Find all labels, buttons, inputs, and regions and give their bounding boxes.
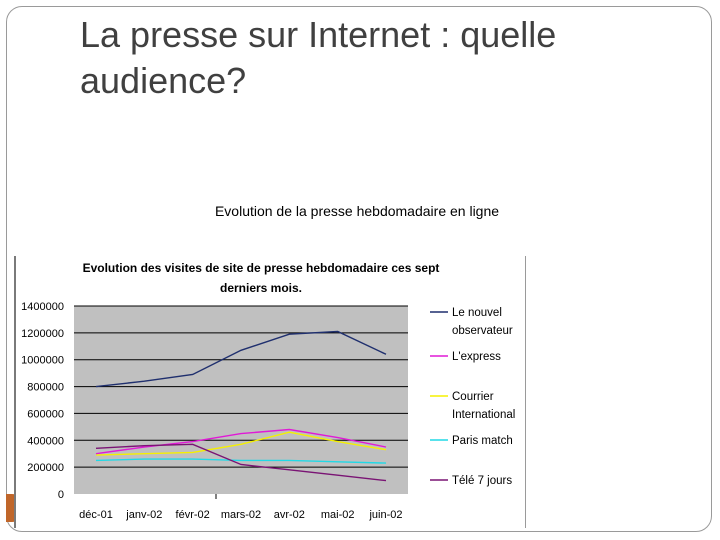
y-tick-label: 1200000 (21, 328, 64, 340)
x-tick-label: avr-02 (274, 509, 305, 521)
series-line-4 (95, 443, 387, 482)
plot-area (74, 306, 408, 494)
y-tick-label: 600000 (27, 408, 64, 420)
legend-label-0: observateur (452, 325, 513, 337)
slide-title: La presse sur Internet : quelle audience… (80, 14, 557, 101)
chart-subtitle-text: Evolution de la presse hebdomadaire en l… (214, 203, 500, 219)
y-tick-label: 0 (58, 489, 64, 501)
x-tick-label: mars-02 (221, 509, 261, 521)
y-tick-label: 800000 (27, 382, 64, 394)
series-line-2 (95, 431, 387, 456)
legend-label-3: Paris match (452, 435, 513, 447)
y-tick-label: 200000 (27, 462, 64, 474)
series-line-1 (95, 428, 387, 455)
chart-subtitle: Evolution de la presse hebdomadaire en l… (0, 203, 720, 219)
chart-container: Evolution des visites de site de presse … (14, 256, 526, 528)
series-line-0 (95, 330, 387, 388)
chart-title-line-2: derniers mois. (220, 281, 302, 295)
x-tick-label: janv-02 (125, 509, 162, 521)
legend-label-0: Le nouvel (452, 307, 502, 319)
x-tick-label: mai-02 (321, 509, 355, 521)
y-tick-label: 1400000 (21, 301, 64, 313)
chart-title-line-1: Evolution des visites de site de presse … (83, 261, 440, 275)
y-tick-label: 1000000 (21, 355, 64, 367)
x-tick-label: juin-02 (368, 509, 402, 521)
legend-label-4: Télé 7 jours (452, 475, 512, 487)
x-tick-label: déc-01 (79, 509, 113, 521)
legend-label-1: L'express (452, 351, 501, 363)
y-tick-label: 400000 (27, 435, 64, 447)
x-tick-label: févr-02 (176, 509, 210, 521)
series-line-3 (95, 458, 387, 464)
line-chart: Evolution des visites de site de presse … (21, 261, 515, 521)
legend-label-2: International (452, 409, 515, 421)
legend-label-2: Courrier (452, 391, 494, 403)
